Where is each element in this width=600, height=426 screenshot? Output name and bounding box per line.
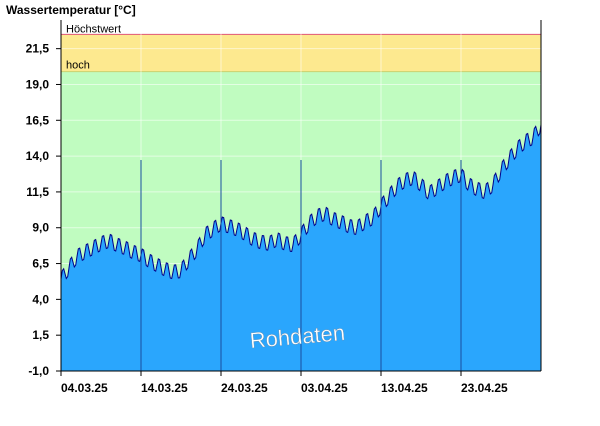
date-marker-lines (140, 160, 462, 371)
ytick-label-6: 14,0 (26, 149, 50, 163)
zone-label-1: hoch (66, 60, 90, 72)
ytick-label-8: 19,0 (26, 77, 50, 91)
chart-title: Wassertemperatur [°C] (6, 3, 136, 17)
xtick-label-1: 14.03.25 (141, 381, 188, 395)
ytick-label-5: 11,5 (26, 185, 49, 199)
xtick-label-0: 04.03.25 (61, 381, 108, 395)
xtick-label-3: 03.04.25 (301, 381, 348, 395)
ytick-label-4: 9,0 (32, 221, 49, 235)
ytick-label-9: 21,5 (26, 42, 50, 56)
ytick-label-1: 1,5 (32, 328, 49, 342)
zone-label-0: Höchstwert (66, 23, 121, 35)
ytick-label-7: 16,5 (26, 113, 50, 127)
y-axis-ticks: -1,0 1,5 4,0 6,5 9,0 11,5 14,0 16,5 19,0 21,5 (26, 42, 61, 378)
xtick-label-2: 24.03.25 (221, 381, 268, 395)
ytick-label-3: 6,5 (32, 257, 49, 271)
ytick-label-2: 4,0 (32, 292, 49, 306)
xtick-label-4: 13.04.25 (381, 381, 428, 395)
ytick-label-0: -1,0 (28, 364, 49, 378)
x-axis-ticks: 04.03.25 14.03.25 24.03.25 03.04.25 13.04.25… (60, 371, 508, 395)
xtick-label-5: 23.04.25 (461, 381, 508, 395)
